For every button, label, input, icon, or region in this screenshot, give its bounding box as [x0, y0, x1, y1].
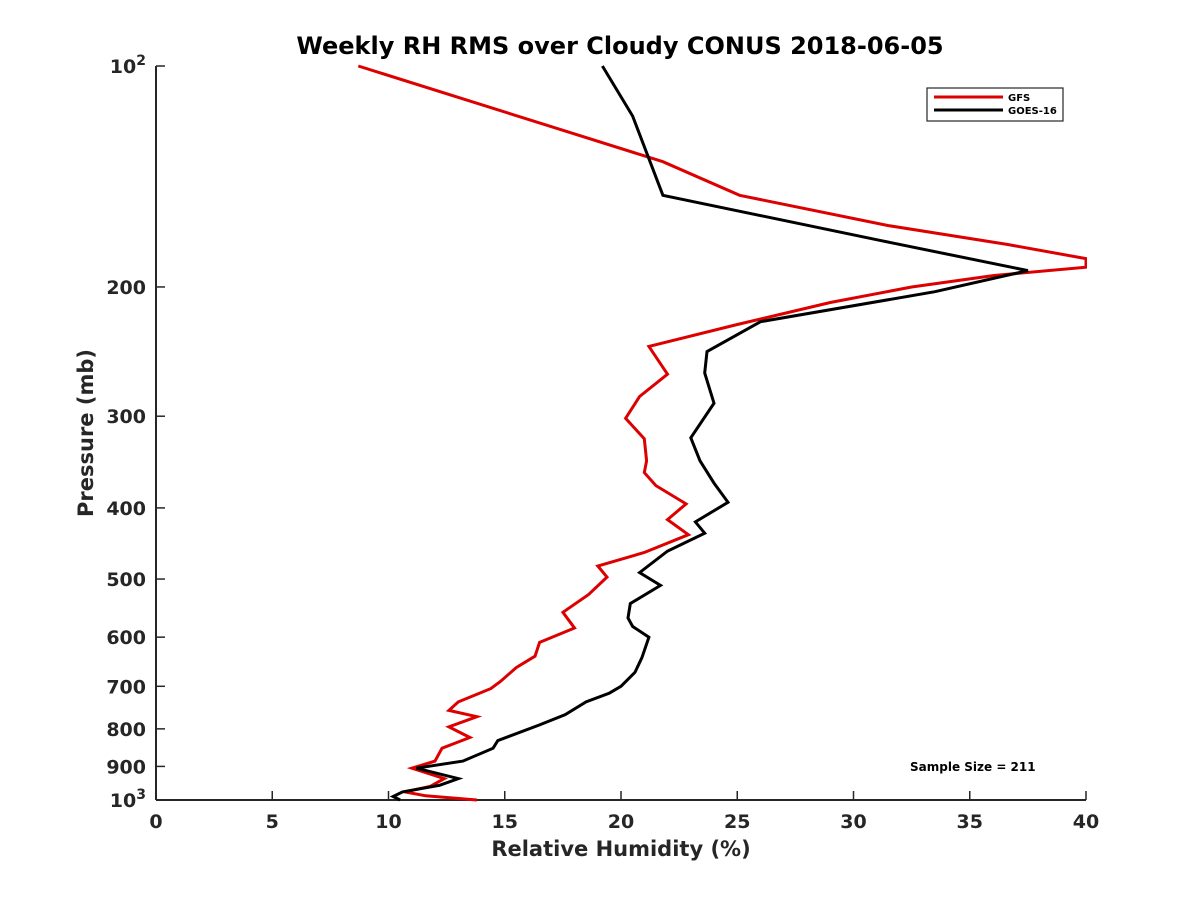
x-tick-label: 0: [149, 811, 162, 833]
y-tick-label: 500: [106, 569, 146, 591]
y-tick-label: 300: [106, 406, 146, 428]
x-tick-label: 15: [492, 811, 518, 833]
x-tick-label: 20: [608, 811, 634, 833]
legend-box: [926, 87, 1064, 122]
sample-size-annotation: Sample Size = 211: [910, 760, 1036, 774]
series-line-gfs: [357, 64, 1087, 802]
x-axis-label: Relative Humidity (%): [491, 837, 750, 861]
y-tick-label: 700: [106, 676, 146, 698]
series-line-goes16: [389, 65, 1029, 802]
y-axis-label: Pressure (mb): [74, 349, 98, 517]
y-tick-label: 900: [106, 756, 146, 778]
y-tick-label: 200: [106, 277, 146, 299]
y-tick-label: 600: [106, 627, 146, 649]
x-tick-label: 40: [1073, 811, 1099, 833]
y-tick-label: 400: [106, 498, 146, 520]
x-tick-label: 30: [840, 811, 866, 833]
legend: GFS GOES-16: [926, 87, 1064, 122]
x-tick-label: 25: [724, 811, 750, 833]
x-tick-label: 10: [375, 811, 401, 833]
series-layer: [357, 64, 1087, 802]
x-tick-label: 35: [957, 811, 983, 833]
y-tick-label: 103: [110, 787, 146, 812]
legend-label-gfs: GFS: [1008, 93, 1030, 104]
y-ticks: 102 200 300 400 500 600 700 800 900 103: [106, 53, 165, 812]
x-ticks: 0 5 10 15 20 25 30 35 40: [149, 791, 1099, 833]
y-tick-label: 800: [106, 719, 146, 741]
chart-title: Weekly RH RMS over Cloudy CONUS 2018-06-…: [296, 32, 943, 60]
y-tick-label: 102: [110, 53, 146, 78]
legend-label-goes16: GOES-16: [1008, 106, 1057, 117]
x-tick-label: 5: [266, 811, 279, 833]
